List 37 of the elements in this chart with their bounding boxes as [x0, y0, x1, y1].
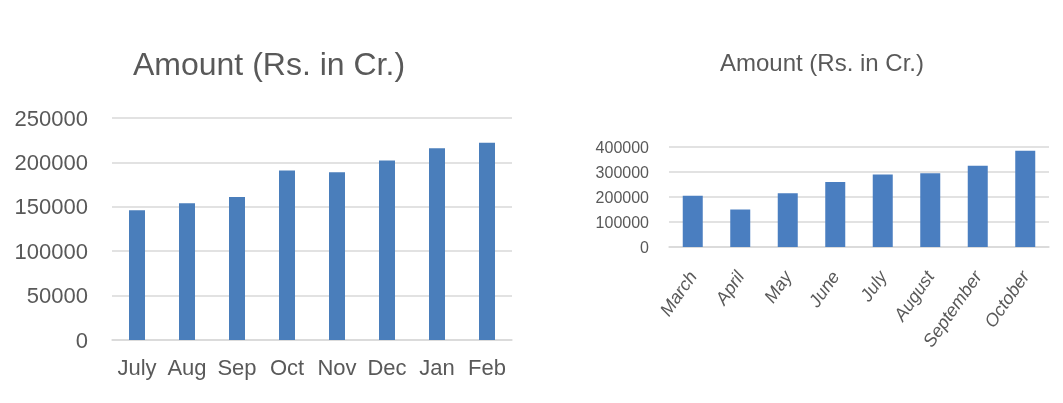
chart-title: Amount (Rs. in Cr.) — [719, 48, 925, 76]
y-tick-label: 150000 — [14, 194, 88, 220]
bar — [920, 173, 941, 247]
bar — [682, 195, 703, 247]
x-tick-label: Aug — [167, 354, 207, 380]
y-tick-label: 300000 — [595, 163, 650, 181]
bar — [229, 197, 245, 340]
x-tick-label: Oct — [269, 354, 305, 380]
bar — [730, 209, 751, 247]
y-tick-label: 0 — [640, 238, 650, 256]
y-tick-label: 200000 — [14, 149, 88, 175]
bar — [777, 193, 798, 247]
bar — [479, 142, 495, 340]
bar — [179, 203, 195, 340]
bar — [329, 172, 345, 340]
chart-title: Amount (Rs. in Cr.) — [132, 46, 406, 82]
y-tick-label: 50000 — [26, 283, 88, 309]
y-tick-label: 100000 — [595, 213, 650, 231]
bar — [129, 210, 145, 340]
bar — [379, 160, 395, 340]
x-tick-label: Nov — [317, 354, 357, 380]
y-tick-label: 400000 — [595, 138, 650, 156]
bar — [872, 174, 893, 247]
x-tick-label: Sep — [217, 354, 257, 380]
bar — [279, 170, 295, 340]
bar — [429, 148, 445, 340]
y-tick-label: 200000 — [595, 188, 650, 206]
x-tick-label: July — [117, 354, 157, 380]
bar — [967, 165, 988, 247]
x-tick-label: Feb — [468, 354, 506, 380]
bar — [1015, 150, 1036, 247]
bar — [825, 182, 846, 247]
x-tick-label: Dec — [367, 354, 407, 380]
x-tick-label: Jan — [419, 354, 455, 380]
y-tick-label: 0 — [75, 327, 88, 353]
y-tick-label: 100000 — [14, 238, 88, 264]
y-tick-label: 250000 — [14, 105, 88, 131]
